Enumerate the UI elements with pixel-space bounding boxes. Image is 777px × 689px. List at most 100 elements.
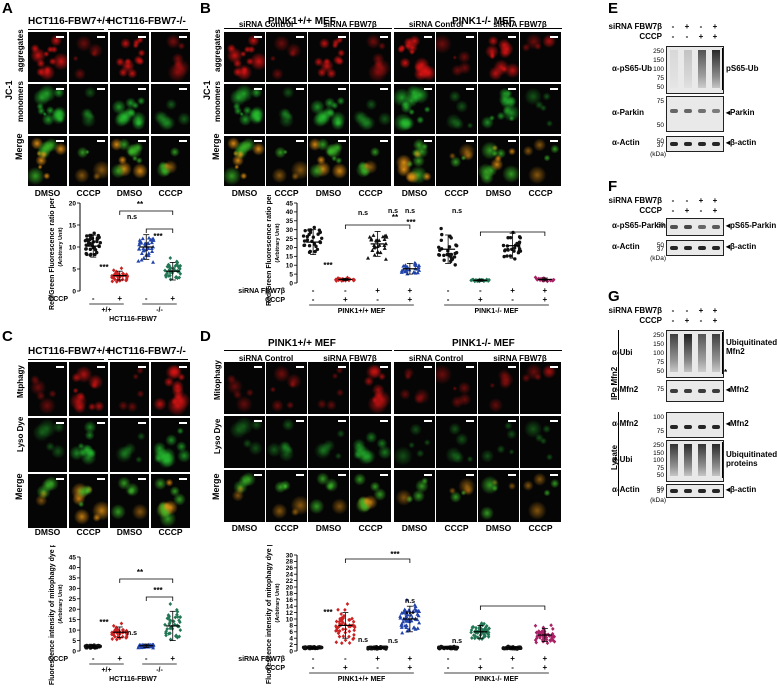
data-point-s1 [339, 641, 344, 646]
nonspecific-star: * [724, 368, 728, 377]
data-point-s1 [114, 628, 119, 633]
blot-condition-mark: - [671, 306, 675, 315]
y-axis-label: Fluorescence intensity of mitophagy dye … [266, 545, 273, 684]
y-tick-label: 2 [289, 642, 293, 649]
blot-target-label: ◂Parkin [726, 108, 755, 117]
condition-mark: - [312, 295, 315, 304]
data-point-s4 [439, 226, 443, 231]
y-tick-label: 15 [286, 254, 294, 261]
data-point-s1 [118, 636, 122, 641]
y-tick-label: 20 [286, 245, 294, 252]
data-point-s1 [352, 628, 357, 633]
blot-band [670, 389, 678, 393]
a-treatment-label: DMSO [116, 188, 143, 198]
y-tick-label: 4 [289, 636, 293, 643]
condition-mark: - [447, 654, 450, 663]
d-tile-r1-c7 [520, 416, 561, 468]
b-treatment-label: CCCP [444, 188, 469, 198]
y-axis-unit: (Arbitrary Unit) [58, 584, 64, 623]
data-point-s6 [502, 254, 506, 259]
blot-membrane [666, 46, 724, 94]
data-point-s3 [175, 276, 180, 281]
data-point-s5 [485, 628, 489, 633]
group-label: +/+ [101, 307, 111, 314]
y-tick-label: 14 [286, 604, 294, 611]
b-tile-r2-c6 [478, 136, 519, 186]
significance-annotation: n.s [358, 210, 368, 217]
data-point-s4 [449, 252, 454, 257]
data-point-s0 [92, 231, 96, 235]
a-tile-r0-c3 [151, 32, 190, 82]
comparison-bracket [479, 605, 546, 610]
data-point-s6 [512, 249, 516, 253]
data-point-s2 [383, 241, 388, 246]
data-point-s7 [549, 623, 553, 628]
panel-letter-e: E [608, 0, 619, 17]
blot-condition-mark: + [698, 196, 704, 205]
a-tile-r2-c3 [151, 136, 190, 186]
data-point-s0 [98, 241, 103, 245]
mw-marker: 75 [656, 75, 664, 82]
data-point-s0 [315, 247, 320, 252]
blot-condition-label: CCCP [639, 32, 662, 41]
data-point-s1 [116, 634, 120, 639]
data-point-s4 [442, 253, 446, 258]
data-point-s6 [508, 235, 513, 240]
data-point-s3 [417, 620, 422, 625]
y-tick-label: 24 [286, 572, 294, 579]
data-point-s0 [307, 232, 311, 237]
mw-marker: 50 [656, 84, 664, 91]
data-point-s7 [550, 278, 554, 283]
panel-letter-g: G [608, 288, 620, 305]
condition-mark: + [408, 295, 413, 304]
kda-label: (kDa) [650, 151, 666, 158]
blot-target-label: ◂pS65-Parkin [726, 221, 777, 230]
data-point-s0 [313, 249, 317, 254]
blot-band [684, 334, 692, 372]
data-point-s6 [517, 247, 522, 251]
group-label: PINK1-/- MEF [475, 676, 520, 683]
y-tick-label: 10 [69, 244, 77, 251]
blot-antibody-label: α-Parkin [612, 108, 645, 117]
data-point-s4 [437, 253, 441, 257]
data-point-s2 [149, 240, 154, 245]
data-point-s1 [347, 629, 352, 634]
blot-band [670, 334, 678, 372]
data-point-s3 [163, 273, 168, 278]
blot-band [670, 142, 678, 146]
condition-mark: + [375, 286, 380, 295]
y-tick-label: 10 [286, 616, 294, 623]
data-point-s2 [371, 233, 376, 237]
significance-annotation: n.s [388, 638, 398, 645]
blot-bracket [722, 332, 723, 374]
blot-antibody-label: α-Ubi [612, 348, 633, 357]
data-point-s3 [405, 612, 410, 616]
data-point-s2 [370, 248, 375, 253]
d-header-wt: PINK1+/+ MEF [268, 338, 336, 349]
data-point-s5 [475, 635, 480, 640]
data-point-s1 [335, 628, 339, 633]
significance-annotation: *** [405, 610, 415, 619]
data-point-s3 [413, 271, 418, 275]
blot-target-label: pS65-Ub [726, 64, 759, 73]
data-point-s0 [302, 243, 306, 248]
data-point-s0 [95, 236, 100, 240]
data-point-s3 [166, 613, 171, 618]
a-tile-r2-c0 [28, 136, 67, 186]
blot-band [712, 389, 720, 393]
data-point-s6 [517, 241, 521, 245]
blot-condition-label: siRNA FBW7β [608, 306, 662, 315]
data-point-s5 [479, 631, 484, 636]
significance-annotation: n.s [405, 598, 415, 605]
blot-band [698, 444, 706, 476]
data-point-s5 [486, 632, 491, 637]
data-point-s3 [168, 637, 173, 642]
b-tile-r2-c3 [350, 136, 391, 186]
data-point-s0 [312, 225, 316, 230]
blot-condition-mark: - [671, 32, 675, 41]
a-treatment-label: CCCP [158, 188, 183, 198]
blot-antibody-label: α-pS65-Parkin [612, 221, 666, 230]
condition-mark: + [543, 295, 548, 304]
d-treatment-label: CCCP [358, 523, 383, 533]
c-tile-r1-c3 [151, 418, 190, 472]
